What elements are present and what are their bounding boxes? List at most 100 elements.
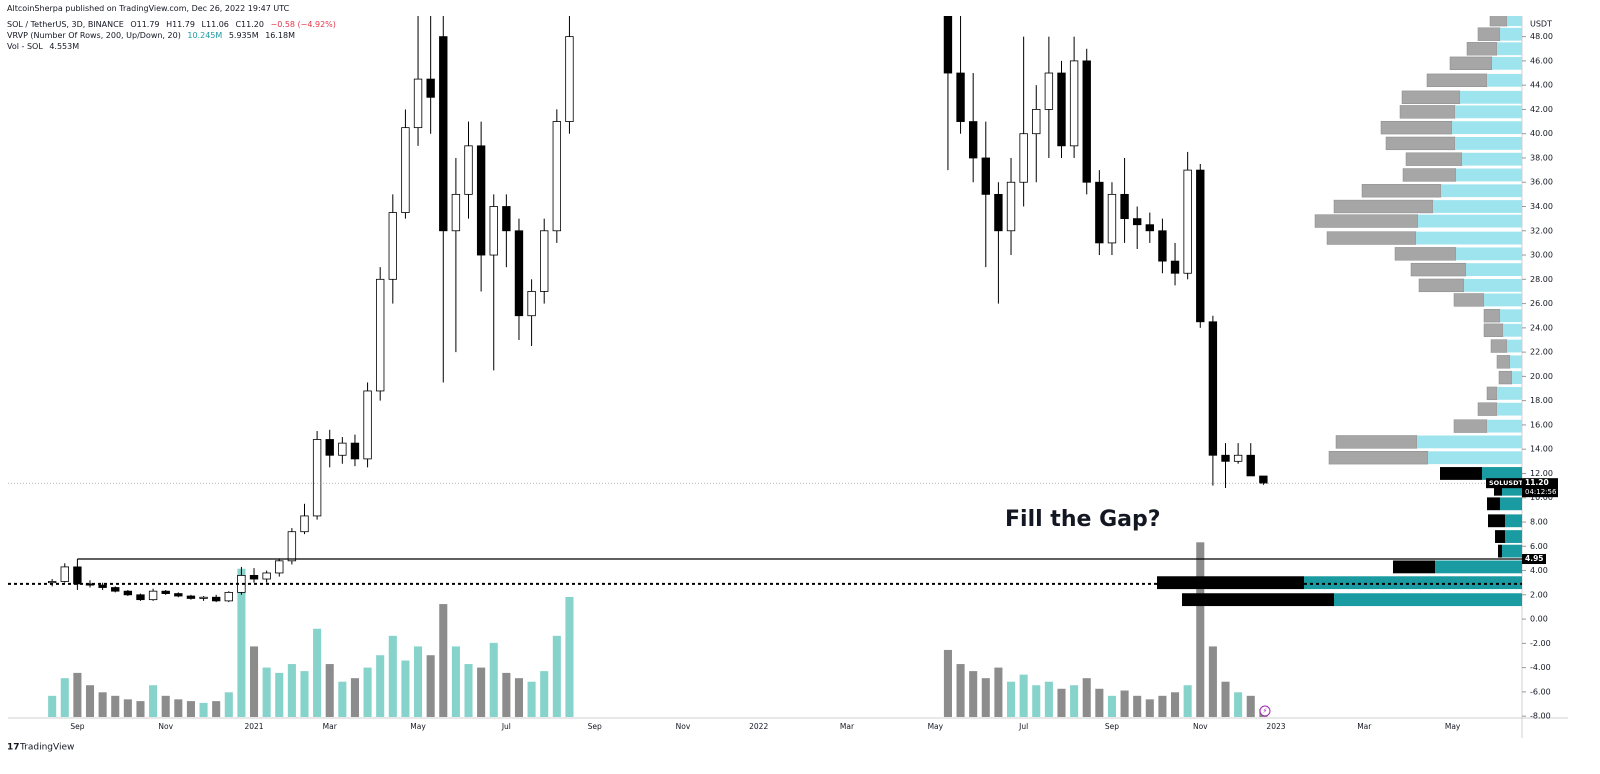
y-tick-label: 0.00 (1530, 615, 1548, 624)
volume-bar (85, 685, 95, 717)
x-tick-label: Sep (70, 722, 84, 731)
volume-bar (981, 678, 990, 717)
volume-bar (1221, 681, 1230, 717)
candle-body (1208, 321, 1218, 456)
profile-up (1497, 402, 1522, 416)
symbol-tag: SOLUSDT (1489, 479, 1523, 487)
profile-down (1483, 323, 1504, 337)
candle-body (489, 206, 498, 256)
volume-line: Vol - SOL 4.553M (7, 42, 83, 51)
x-tick-label: Mar (840, 722, 855, 731)
volume-bar (149, 685, 158, 717)
candle-body (1221, 454, 1230, 462)
ohlc-close: C11.20 (235, 20, 264, 29)
y-tick-label: 48.00 (1530, 32, 1553, 41)
y-tick-label: 38.00 (1530, 153, 1553, 162)
candle-body (148, 590, 158, 601)
y-tick-label: 46.00 (1530, 56, 1553, 65)
profile-down (1328, 451, 1429, 465)
volume-bar (1196, 542, 1205, 717)
y-tick-label: 36.00 (1530, 178, 1553, 187)
y-axis-unit: USDT (1530, 20, 1552, 29)
x-tick-label: May (410, 722, 426, 731)
candle-body (1044, 72, 1054, 110)
profile-down (1380, 120, 1453, 135)
candle-body (1158, 230, 1167, 262)
symbol-line: SOL / TetherUS, 3D, BINANCE O11.79 H11.7… (7, 20, 340, 29)
y-tick-label: 40.00 (1530, 129, 1553, 138)
profile-down (1402, 168, 1457, 182)
volume-bar (313, 628, 322, 717)
y-tick-label: 18.00 (1530, 396, 1553, 405)
y-tick-label: 2.00 (1530, 590, 1548, 599)
candle-body (943, 16, 953, 74)
candle-body (224, 591, 233, 602)
candle-body (527, 291, 536, 317)
x-tick-label: May (1445, 722, 1461, 731)
candle-body (1145, 224, 1154, 232)
profile-down (1498, 370, 1513, 385)
indicator-value: 16.18M (265, 31, 295, 40)
volume-bar (1145, 699, 1154, 717)
y-tick-label: 4.00 (1530, 566, 1548, 575)
volume-value: 4.553M (49, 42, 80, 51)
volume-bar (464, 664, 473, 717)
volume-bar (451, 646, 460, 717)
profile-down (1393, 560, 1435, 574)
y-tick-label: 34.00 (1530, 202, 1553, 211)
y-tick-label: 22.00 (1530, 348, 1553, 357)
profile-up (1435, 560, 1522, 574)
candle-body (994, 193, 1003, 232)
indicator: VRVP (Number Of Rows, 200, Up/Down, 20) (7, 31, 181, 40)
ohlc-high: H11.79 (166, 20, 195, 29)
volume-bar (48, 695, 57, 717)
volume-bar (111, 695, 120, 717)
volume-bar (540, 671, 549, 717)
indicator-value: 5.935M (228, 31, 259, 40)
ohlc-open: O11.79 (130, 20, 160, 29)
y-tick-label: 16.00 (1530, 420, 1553, 429)
x-tick-label: 2021 (244, 722, 263, 731)
y-tick-label: 44.00 (1530, 81, 1553, 90)
volume-bar (376, 655, 385, 717)
candle-body (1095, 181, 1104, 244)
price-tag (1522, 554, 1546, 565)
y-tick-label: 32.00 (1530, 226, 1553, 235)
event-icon[interactable] (1259, 705, 1271, 717)
profile-up (1456, 247, 1522, 261)
volume-bar (199, 702, 208, 717)
volume-bar (136, 701, 145, 717)
candle-body (981, 157, 990, 195)
candle-body (73, 566, 82, 585)
y-tick-label: 20.00 (1530, 372, 1553, 381)
profile-down (1498, 544, 1502, 558)
candle-body (338, 442, 347, 456)
profile-up (1462, 152, 1522, 166)
profile-up (1455, 137, 1522, 150)
profile-down (1486, 386, 1498, 401)
volume-bar (956, 664, 965, 717)
candle-body (1246, 454, 1255, 477)
volume-bar (350, 678, 359, 717)
y-tick-label: 30.00 (1530, 251, 1553, 260)
volume-bar (1095, 688, 1104, 717)
ohlc-change: −0.58 (−4.92%) (270, 20, 336, 29)
profile-down (1489, 16, 1508, 27)
volume-bar (1107, 695, 1116, 717)
candle-body (275, 560, 284, 574)
profile-up (1487, 73, 1522, 87)
candle-body (502, 206, 511, 232)
volume-bar (1057, 688, 1066, 717)
candle-body (439, 36, 448, 232)
volume-bar (1019, 674, 1028, 717)
candle-body (1170, 260, 1180, 274)
x-tick-label: Mar (323, 722, 338, 731)
profile-up (1500, 27, 1522, 41)
event-icon-glyph: ⚡ (1263, 707, 1268, 715)
profile-down (1401, 90, 1461, 104)
volume-bar (502, 672, 511, 717)
price-tag-label: 4.95 (1525, 554, 1544, 563)
symbol-tag-box (1486, 478, 1522, 489)
volume-bar (325, 664, 334, 717)
profile-down (1466, 42, 1498, 56)
